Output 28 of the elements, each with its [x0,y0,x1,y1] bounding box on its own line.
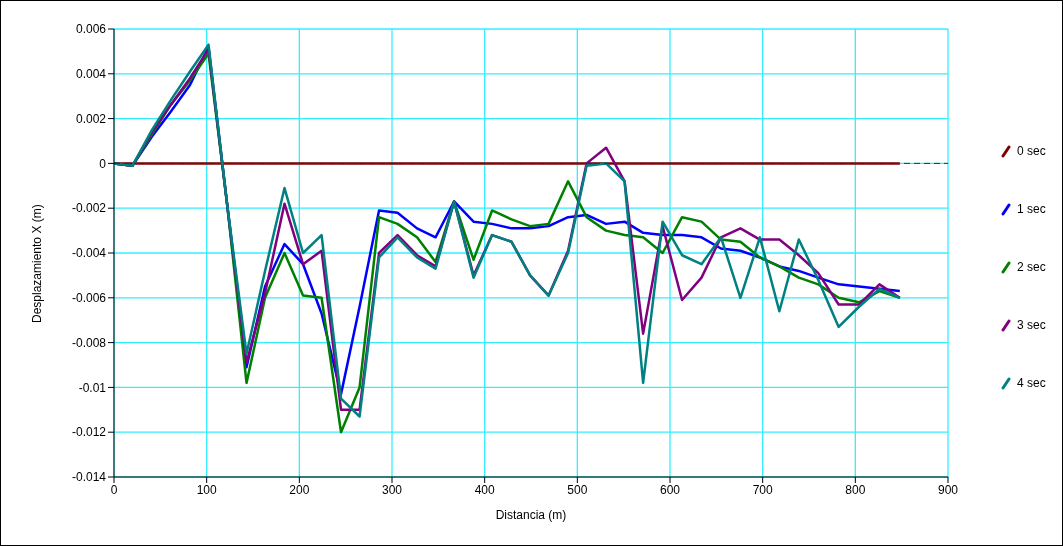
y-tick-label: 0.002 [75,111,107,126]
x-tick-label: 0 [110,482,118,497]
y-tick-label: -0.004 [71,246,107,261]
x-tick-label: 100 [196,482,217,497]
y-tick-label: -0.01 [78,380,107,395]
x-tick-label: 200 [289,482,310,497]
x-tick-label: 700 [752,482,773,497]
y-tick-label: -0.006 [71,291,107,306]
legend-label: 4 sec [1017,376,1046,390]
y-tick-label: -0.002 [71,201,107,216]
y-axis-title: Desplazamiento X (m) [30,204,45,323]
x-tick-label: 900 [937,482,959,497]
legend-label: 2 sec [1017,260,1046,274]
y-tick-label: 0 [99,156,107,171]
legend-label: 1 sec [1017,202,1046,216]
x-axis-title: Distancia (m) [495,508,567,522]
y-tick-label: -0.008 [71,335,107,350]
y-tick-label: 0.004 [75,67,107,82]
legend-label: 3 sec [1017,318,1046,332]
y-tick-label: -0.014 [71,470,107,485]
legend-label: 0 sec [1017,144,1046,158]
x-tick-label: 800 [845,482,866,497]
x-tick-label: 600 [659,482,681,497]
y-tick-label: -0.012 [71,425,107,440]
x-tick-label: 300 [381,482,403,497]
x-tick-label: 500 [567,482,588,497]
x-tick-label: 400 [474,482,495,497]
y-tick-label: 0.006 [75,22,107,37]
